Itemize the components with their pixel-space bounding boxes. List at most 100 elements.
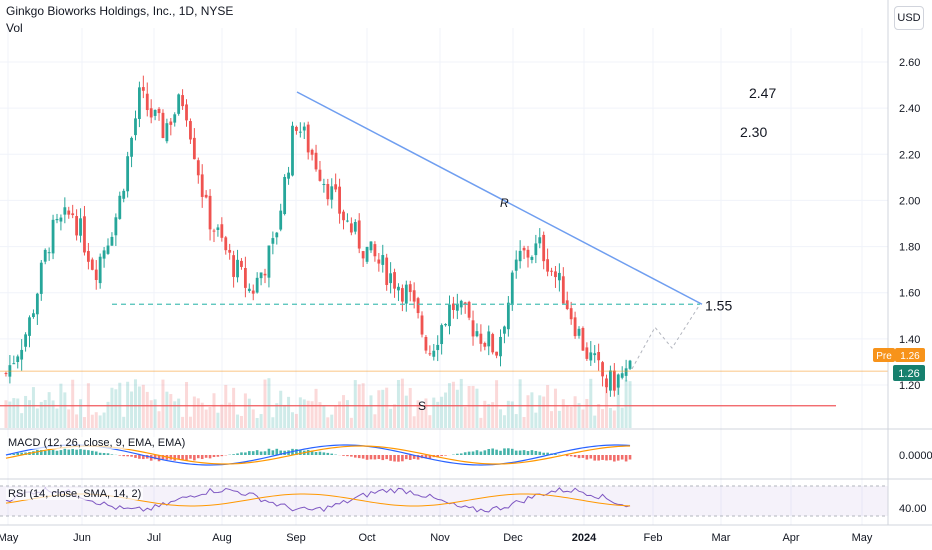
macd-hist-bar — [507, 448, 510, 455]
candle-body — [452, 303, 455, 311]
candle-body — [577, 328, 581, 336]
candle-body — [149, 108, 153, 118]
volume-bar — [247, 398, 251, 428]
candle-body — [71, 213, 75, 216]
volume-bar — [51, 400, 55, 428]
candle-body — [585, 347, 589, 359]
candle-body — [181, 95, 184, 107]
macd-hist-bar — [530, 450, 534, 455]
volume-bar — [157, 411, 161, 428]
macd-hist-bar — [373, 455, 377, 460]
support-label: S — [418, 399, 426, 413]
volume-bar — [169, 394, 173, 428]
macd-hist-bar — [514, 450, 518, 455]
volume-bar — [349, 417, 353, 428]
macd-hist-bar — [63, 448, 67, 455]
volume-bar — [459, 378, 463, 428]
last-price-badge — [893, 365, 925, 381]
candle-body — [467, 301, 471, 318]
volume-bar — [342, 395, 346, 428]
candle-body — [220, 224, 224, 238]
macd-hist-bar — [620, 455, 624, 460]
macd-hist-bar — [479, 451, 483, 455]
candle-body — [400, 288, 404, 302]
candle-body — [75, 216, 79, 236]
volume-bar — [467, 386, 471, 428]
macd-hist-bar — [456, 453, 459, 455]
macd-hist-bar — [546, 452, 549, 455]
candle-body — [271, 238, 275, 244]
currency-button[interactable]: USD — [894, 6, 924, 30]
y-tick-label: 1.60 — [899, 288, 920, 300]
level-247-label: 2.47 — [749, 85, 776, 101]
volume-bar — [220, 404, 224, 428]
macd-axis-value: 0.0000 — [899, 450, 932, 462]
macd-hist-bar — [153, 455, 157, 460]
volume-bar — [534, 412, 538, 428]
macd-hist-bar — [342, 455, 345, 456]
candle-body — [440, 325, 444, 345]
y-tick-label: 2.20 — [899, 149, 920, 161]
volume-bar — [369, 395, 373, 428]
candle-body — [86, 251, 90, 262]
volume-bar — [133, 379, 137, 428]
macd-hist-bar — [216, 455, 220, 457]
candle-body — [475, 331, 479, 337]
candle-body — [228, 249, 232, 253]
volume-bar — [569, 406, 573, 428]
volume-bar — [126, 381, 130, 428]
candle-body — [79, 218, 82, 236]
macd-hist-bar — [330, 453, 334, 455]
candle-body — [373, 244, 377, 257]
candle-body — [306, 124, 310, 153]
candle-body — [295, 126, 298, 131]
volume-bar — [63, 392, 67, 428]
volume-bar — [16, 398, 20, 428]
candle-body — [259, 272, 263, 279]
macd-hist-bar — [295, 449, 298, 455]
volume-bar — [31, 387, 35, 428]
x-tick-label: Apr — [782, 532, 799, 544]
volume-bar — [243, 393, 247, 428]
candle-body — [134, 118, 137, 136]
macd-hist-bar — [369, 455, 373, 460]
candle-body — [4, 373, 8, 375]
volume-bar — [212, 393, 216, 428]
candle-body — [192, 137, 196, 160]
volume-bar — [20, 413, 24, 428]
volume-bar — [298, 397, 302, 428]
candle-body — [424, 336, 428, 351]
volume-bar — [479, 417, 483, 428]
x-tick-label: Oct — [358, 532, 375, 544]
macd-hist-bar — [581, 455, 585, 458]
macd-hist-bar — [346, 455, 349, 457]
x-tick-label: Feb — [644, 532, 663, 544]
candle-body — [389, 273, 393, 284]
candle-body — [114, 217, 118, 236]
macd-hist-bar — [134, 455, 137, 458]
candle-body — [589, 352, 593, 361]
volume-bar — [620, 407, 624, 428]
volume-bar — [79, 399, 83, 428]
volume-bar — [499, 409, 503, 428]
rsi-label: RSI (14, close, SMA, 14, 2) — [6, 488, 144, 500]
macd-hist-bar — [196, 455, 200, 459]
candle-body — [338, 186, 341, 214]
macd-hist-bar — [232, 454, 235, 455]
volume-bar — [314, 388, 318, 428]
candle-body — [522, 247, 526, 251]
volume-bar — [593, 415, 597, 428]
volume-bar — [424, 398, 428, 428]
macd-hist-bar — [87, 450, 90, 455]
volume-bar — [114, 389, 118, 428]
volume-bar — [420, 408, 424, 428]
macd-hist-bar — [483, 450, 487, 455]
candle-body — [310, 149, 314, 155]
volume-bar — [542, 396, 546, 428]
macd-label: MACD (12, 26, close, 9, EMA, EMA) — [6, 437, 188, 449]
volume-bar — [149, 400, 153, 428]
candle-body — [526, 249, 530, 258]
macd-hist-bar — [463, 452, 467, 455]
candle-body — [275, 232, 279, 238]
